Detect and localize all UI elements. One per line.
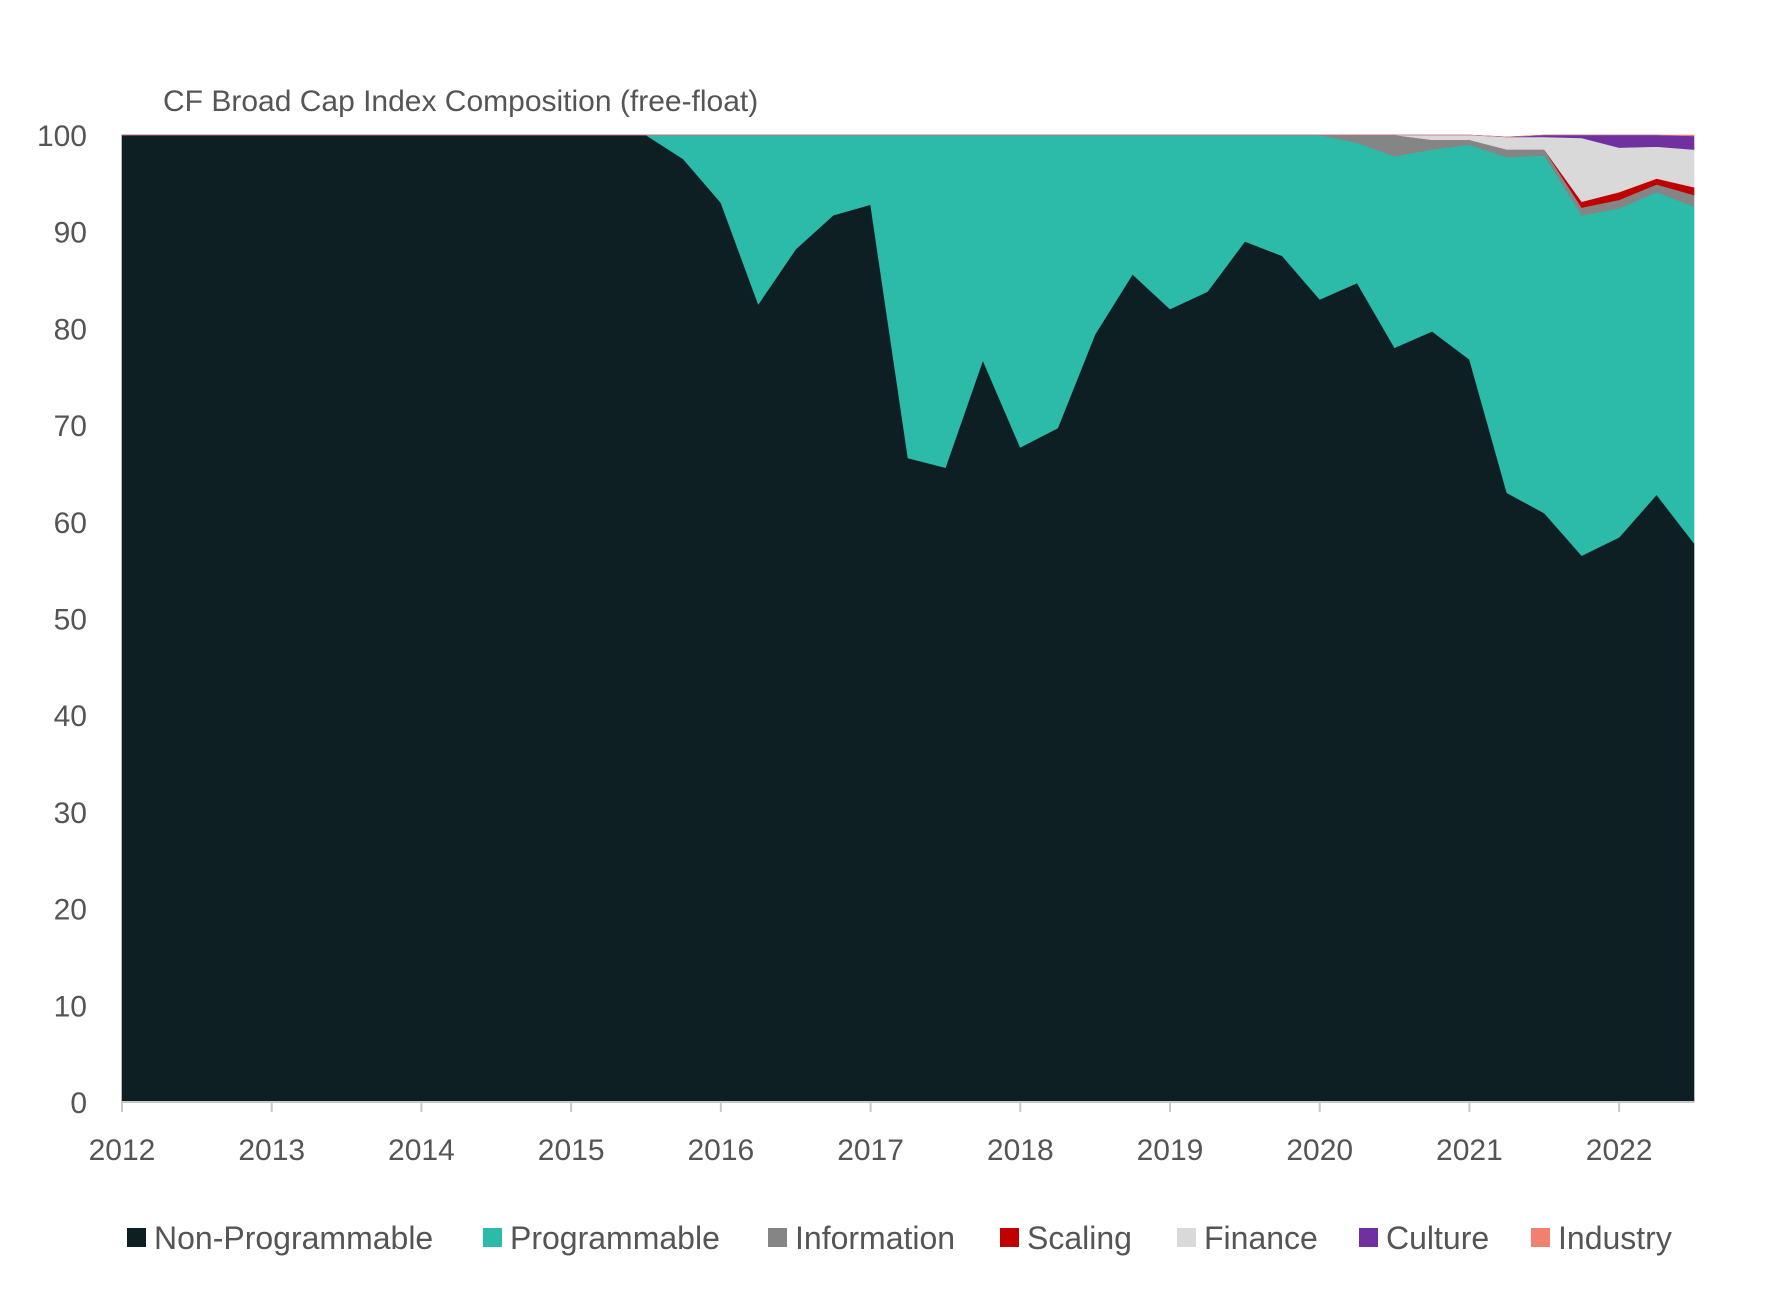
legend-label: Non-Programmable	[154, 1220, 433, 1256]
x-tick-label: 2022	[1586, 1134, 1653, 1167]
y-tick-label: 10	[54, 990, 87, 1023]
legend-swatch	[1000, 1228, 1019, 1247]
legend: Non-Programmable Programmable Information S…	[127, 1220, 1672, 1256]
legend-swatch	[768, 1228, 787, 1247]
y-tick-label: 40	[54, 700, 87, 733]
legend-label: Industry	[1558, 1220, 1672, 1256]
legend-item: Information	[768, 1220, 955, 1256]
y-tick-label: 70	[54, 410, 87, 443]
y-tick-label: 100	[37, 120, 87, 153]
x-tick-label: 2013	[238, 1134, 305, 1167]
legend-swatch	[1177, 1228, 1196, 1247]
x-tick-label: 2015	[538, 1134, 605, 1167]
legend-swatch	[1531, 1228, 1550, 1247]
legend-swatch	[483, 1228, 502, 1247]
legend-item: Scaling	[1000, 1220, 1132, 1256]
y-tick-label: 80	[54, 313, 87, 346]
x-tick-label: 2017	[837, 1134, 904, 1167]
x-tick-label: 2012	[89, 1134, 156, 1167]
plot-area	[121, 134, 1695, 1103]
y-tick-label: 60	[54, 507, 87, 540]
legend-item: Industry	[1531, 1220, 1672, 1256]
legend-item: Non-Programmable	[127, 1220, 433, 1256]
legend-label: Information	[795, 1220, 955, 1256]
x-tick-label: 2014	[388, 1134, 455, 1167]
x-tick-label: 2018	[987, 1134, 1054, 1167]
y-tick-label: 50	[54, 604, 87, 637]
x-tick-label: 2020	[1286, 1134, 1353, 1167]
legend-item: Programmable	[483, 1220, 720, 1256]
y-tick-label: 90	[54, 217, 87, 250]
y-tick-label: 0	[70, 1087, 87, 1120]
legend-label: Programmable	[510, 1220, 720, 1256]
legend-label: Scaling	[1027, 1220, 1132, 1256]
legend-item: Culture	[1359, 1220, 1489, 1256]
y-tick-label: 30	[54, 797, 87, 830]
legend-item: Finance	[1177, 1220, 1318, 1256]
legend-label: Culture	[1386, 1220, 1489, 1256]
x-tick-label: 2016	[687, 1134, 754, 1167]
legend-swatch	[1359, 1228, 1378, 1247]
series-area-industry	[122, 134, 1695, 138]
x-tick-label: 2019	[1137, 1134, 1204, 1167]
y-tick-label: 20	[54, 894, 87, 927]
chart-title: CF Broad Cap Index Composition (free-flo…	[163, 85, 758, 118]
legend-swatch	[127, 1228, 146, 1247]
legend-label: Finance	[1204, 1220, 1318, 1256]
axes: 0 10 20 30 40 50 60 70 80 90 100 2012 2013 2014 2015 20…	[37, 120, 1694, 1167]
x-tick-label: 2021	[1436, 1134, 1503, 1167]
